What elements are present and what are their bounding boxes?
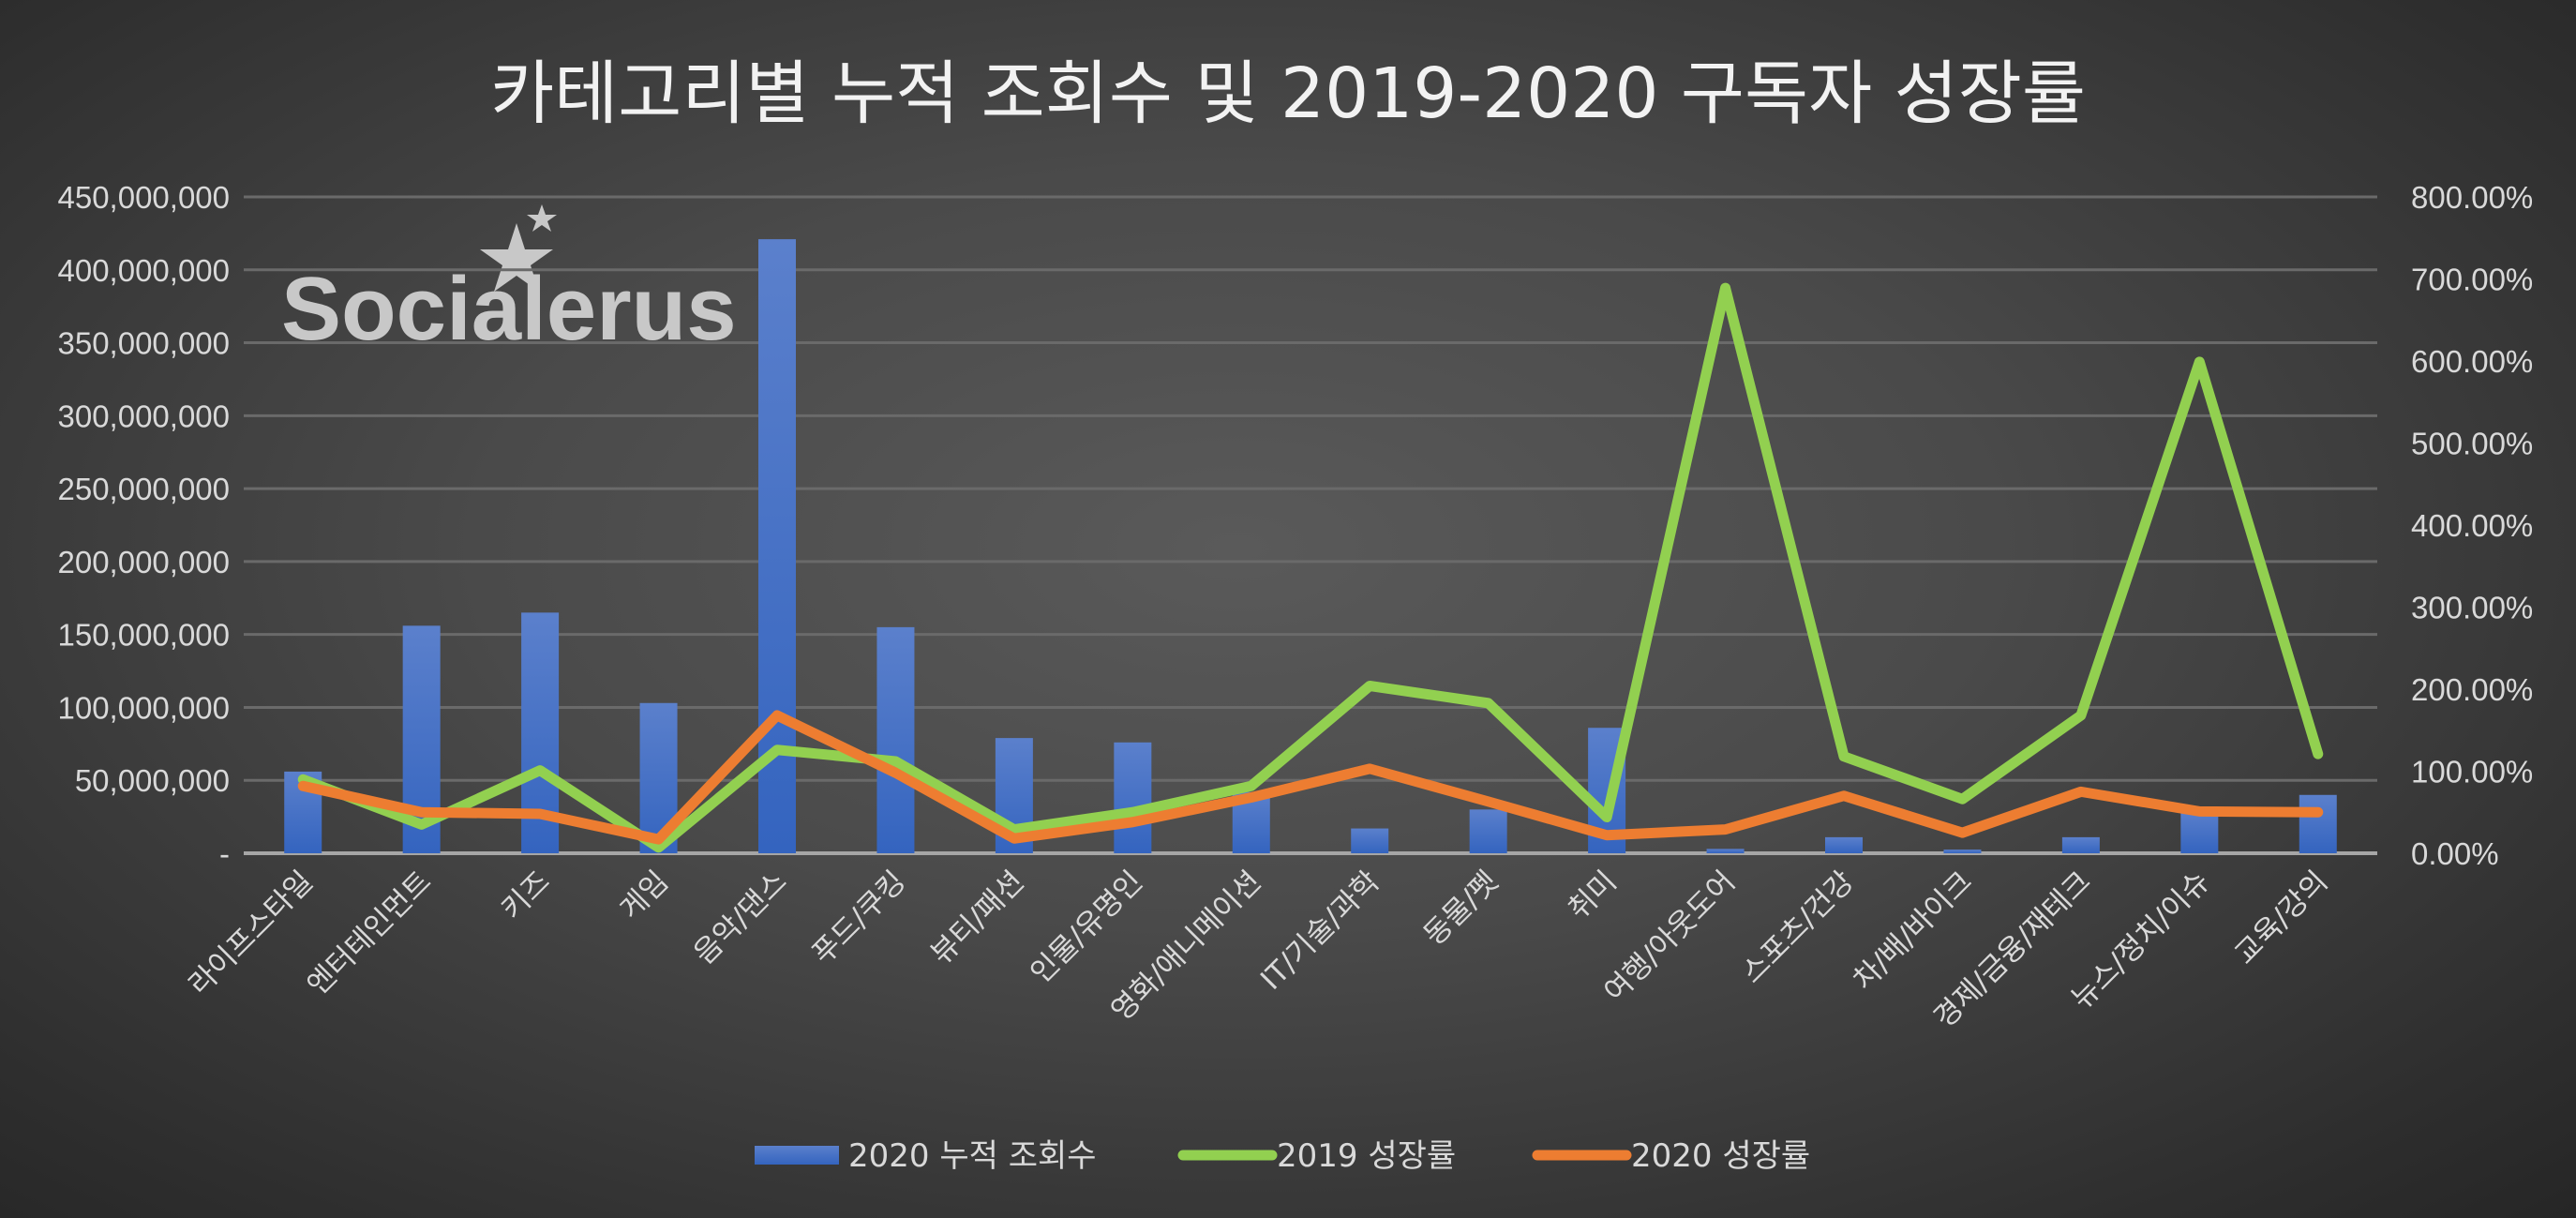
- legend-label: 2020 누적 조회수: [848, 1137, 1097, 1175]
- right-axis-tick-label: 0.00%: [2411, 836, 2499, 871]
- left-axis-tick-label: 150,000,000: [57, 618, 230, 653]
- bar: [1706, 849, 1745, 853]
- left-axis-tick-label: 250,000,000: [57, 472, 230, 506]
- category-label: 게임: [613, 865, 675, 926]
- category-label: 음악/댄스: [687, 865, 794, 971]
- category-label: IT/기술/과학: [1254, 865, 1386, 997]
- bar: [1943, 850, 1982, 853]
- category-label: 인물/유명인: [1024, 865, 1149, 990]
- left-axis-tick-label: 350,000,000: [57, 326, 230, 361]
- right-axis-tick-label: 700.00%: [2411, 263, 2533, 297]
- line-series-1: [297, 282, 2324, 853]
- right-axis-tick-label: 500.00%: [2411, 427, 2533, 461]
- legend-label: 2020 성장률: [1631, 1137, 1810, 1175]
- category-label: 푸드/쿠킹: [806, 865, 913, 971]
- category-label: 라이프스타일: [182, 865, 319, 1001]
- left-axis-tick-label: 400,000,000: [57, 253, 230, 288]
- right-axis-tick-label: 800.00%: [2411, 180, 2533, 215]
- legend-label: 2019 성장률: [1277, 1137, 1456, 1175]
- logo-star-icon: [480, 223, 553, 292]
- category-label: 차/배/바이크: [1847, 865, 1979, 997]
- bar: [1351, 828, 1389, 853]
- left-axis-tick-label: 450,000,000: [57, 180, 230, 215]
- bar: [2299, 794, 2337, 853]
- bar: [1469, 809, 1507, 853]
- bar: [1825, 836, 1863, 853]
- bar: [1114, 742, 1152, 853]
- logo-small-star-icon: [527, 204, 557, 232]
- right-axis-tick-label: 300.00%: [2411, 591, 2533, 625]
- left-axis-tick-label: 100,000,000: [57, 690, 230, 725]
- line-series-2: [297, 710, 2324, 845]
- bar: [2061, 836, 2100, 853]
- right-axis-tick-label: 200.00%: [2411, 672, 2533, 707]
- category-label: 뷰티/패션: [924, 865, 1031, 971]
- category-label: 엔터테인먼트: [301, 865, 438, 1001]
- bar: [2180, 810, 2219, 853]
- left-axis-tick-label: -: [219, 836, 230, 871]
- right-axis-tick-label: 600.00%: [2411, 344, 2533, 379]
- chart-title: 카테고리별 누적 조회수 및 2019-2020 구독자 성장률: [490, 53, 2086, 134]
- category-label: 키즈: [495, 865, 557, 926]
- bar: [876, 626, 915, 853]
- socialerus-logo: Socialerus: [281, 204, 737, 359]
- left-axis-tick-label: 200,000,000: [57, 545, 230, 579]
- right-axis-tick-label: 400.00%: [2411, 508, 2533, 543]
- left-axis-tick-label: 50,000,000: [75, 763, 230, 798]
- right-axis-tick-label: 100.00%: [2411, 755, 2533, 789]
- category-label: 동물/펫: [1417, 865, 1505, 952]
- category-label: 스포츠/건강: [1735, 865, 1861, 990]
- left-axis-tick-label: 300,000,000: [57, 398, 230, 433]
- legend-swatch-bar: [755, 1146, 839, 1165]
- category-label: 교육/강의: [2228, 865, 2335, 971]
- category-label: 취미: [1562, 865, 1624, 926]
